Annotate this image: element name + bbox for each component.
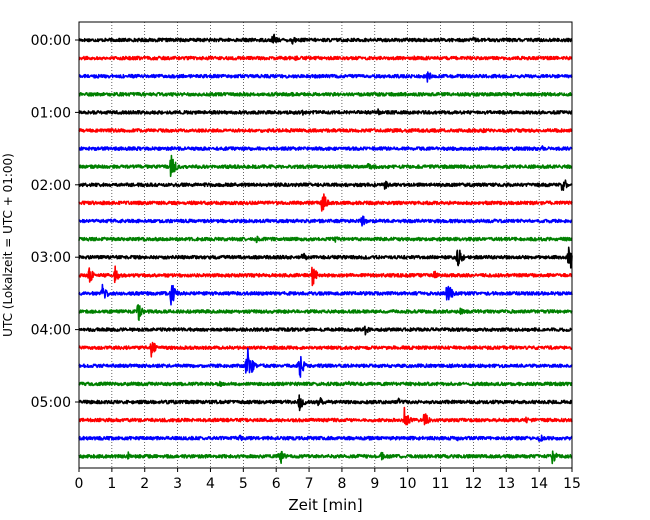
series-line [78,108,573,116]
series-line [78,341,573,358]
series-line [78,304,573,321]
x-tick-label: 9 [370,476,379,492]
y-tick-label: 00:00 [31,33,71,49]
y-axis-label: UTC (Lokalzeit = UTC + 01:00) [1,153,15,337]
x-tick-label: 10 [399,476,417,492]
y-tick-label: 04:00 [31,323,71,339]
x-tick-label: 12 [464,476,482,492]
x-tick-label: 14 [530,476,548,492]
x-tick-label: 2 [140,476,149,492]
series-line [78,347,573,378]
y-tick-label: 02:00 [31,178,71,194]
x-tick-label: 3 [173,476,182,492]
series-line [78,215,573,227]
series-line [78,71,573,83]
x-tick-label: 6 [272,476,281,492]
series-line [78,283,573,306]
x-axis-ticks: 0 1 2 3 4 5 6 7 8 9 10 11 12 13 14 15 [75,468,581,492]
series-line [78,235,573,244]
series-line [78,325,573,336]
x-tick-label: 13 [497,476,515,492]
x-tick-label: 4 [206,476,215,492]
series-line [78,246,573,269]
x-tick-label: 11 [432,476,450,492]
y-tick-label: 05:00 [31,395,71,411]
series-line [78,33,573,45]
series-line [78,145,573,152]
series-line [78,179,573,191]
x-tick-label: 0 [75,476,84,492]
y-tick-label: 01:00 [31,105,71,121]
series-line [78,394,573,412]
x-tick-label: 7 [305,476,314,492]
series-line [78,55,573,62]
series-line [78,91,573,97]
y-tick-label: 03:00 [31,250,71,266]
series-line [78,265,573,287]
series-line [78,406,573,426]
series-line [78,434,573,442]
y-axis-ticks: 00:00 01:00 02:00 03:00 04:00 05:00 [31,33,79,411]
series-line [78,380,573,388]
series-line [78,450,573,465]
x-tick-label: 5 [239,476,248,492]
trace-lines [78,33,573,465]
plot-frame [78,21,573,469]
x-tick-label: 1 [107,476,116,492]
series-line [78,154,573,178]
series-line [78,193,573,212]
series-line [78,127,573,134]
x-axis-label: Zeit [min] [288,496,362,514]
x-tick-label: 15 [563,476,581,492]
x-tick-label: 8 [337,476,346,492]
vertical-grid [111,22,540,468]
